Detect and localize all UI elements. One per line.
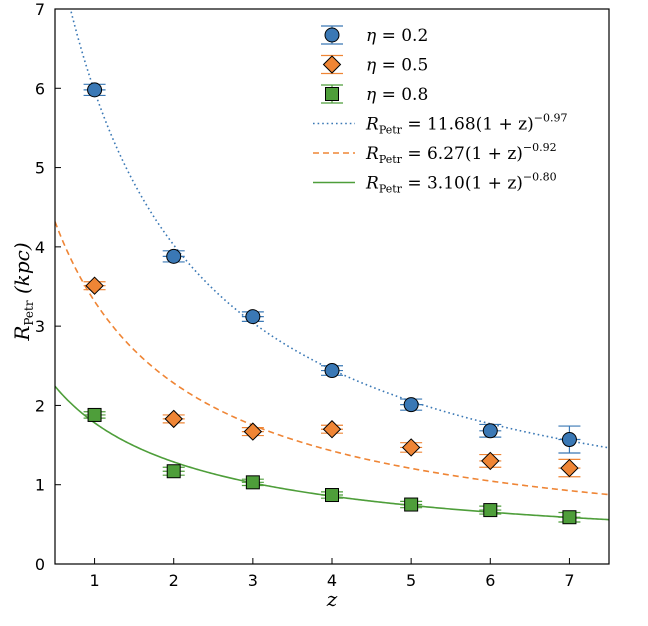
point-s1-p4 <box>324 363 340 379</box>
legend: η = 0.2 η = 0.5 η = 0.8 RPetr = 11.68(1 + z… <box>313 25 567 196</box>
fit-lines <box>55 9 609 521</box>
legend-label-3: η = 0.8 <box>366 85 428 105</box>
y-tick-label-3: 3 <box>35 317 45 336</box>
fit-curve-2 <box>55 221 609 496</box>
x-tick-label-1: 1 <box>89 571 99 590</box>
point-s3-p5 <box>404 497 419 512</box>
y-tick-label-1: 1 <box>35 476 45 495</box>
legend-marker-1 <box>324 27 340 43</box>
legend-label-2: η = 0.5 <box>366 56 428 76</box>
x-tick-label-4: 4 <box>327 571 337 590</box>
y-axis-label: RPetr (kpc) <box>10 242 36 341</box>
point-s3-p2 <box>166 464 181 479</box>
y-tick-label-6: 6 <box>35 79 45 98</box>
point-s3-p7 <box>562 510 577 525</box>
legend-fit-label-1: RPetr = 11.68(1 + z)−0.97 <box>365 112 567 137</box>
legend-fit-label-3: RPetr = 3.10(1 + z)−0.80 <box>365 171 557 196</box>
point-s3-p3 <box>245 475 260 490</box>
y-tick-label-4: 4 <box>35 238 45 257</box>
y-tick-label-5: 5 <box>35 159 45 178</box>
data-points <box>83 82 581 525</box>
x-tick-label-3: 3 <box>248 571 258 590</box>
legend-fit-label-2: RPetr = 6.27(1 + z)−0.92 <box>365 141 557 166</box>
point-s1-p1 <box>87 82 103 98</box>
point-s1-p7 <box>561 432 577 448</box>
point-s1-p5 <box>403 397 419 413</box>
x-tick-label-5: 5 <box>406 571 416 590</box>
y-tick-label-2: 2 <box>35 396 45 415</box>
axes: 1 2 3 4 5 6 7 0 1 2 3 4 5 6 7 z RPetr (kpc) <box>10 0 610 611</box>
point-s1-p3 <box>245 309 261 325</box>
x-axis-label: z <box>326 587 338 611</box>
y-tick-label-0: 0 <box>35 555 45 574</box>
point-s2-p2 <box>164 409 183 429</box>
point-s1-p6 <box>482 423 498 439</box>
point-s1-p2 <box>166 248 182 264</box>
point-s2-p5 <box>401 438 421 457</box>
y-tick-label-7: 7 <box>35 0 45 19</box>
point-s2-p3 <box>243 422 263 441</box>
legend-marker-3 <box>325 87 339 101</box>
point-s2-p4 <box>322 420 342 439</box>
x-tick-label-2: 2 <box>169 571 179 590</box>
point-s3-p1 <box>87 407 102 422</box>
point-s2-p1 <box>85 276 104 295</box>
point-s3-p4 <box>325 488 339 503</box>
point-s2-p7 <box>560 458 579 478</box>
x-tick-label-7: 7 <box>564 571 574 590</box>
legend-label-1: η = 0.2 <box>366 26 428 46</box>
x-tick-label-6: 6 <box>485 571 495 590</box>
point-s2-p6 <box>481 451 500 471</box>
point-s3-p6 <box>483 503 498 518</box>
legend-marker-2 <box>322 55 342 74</box>
